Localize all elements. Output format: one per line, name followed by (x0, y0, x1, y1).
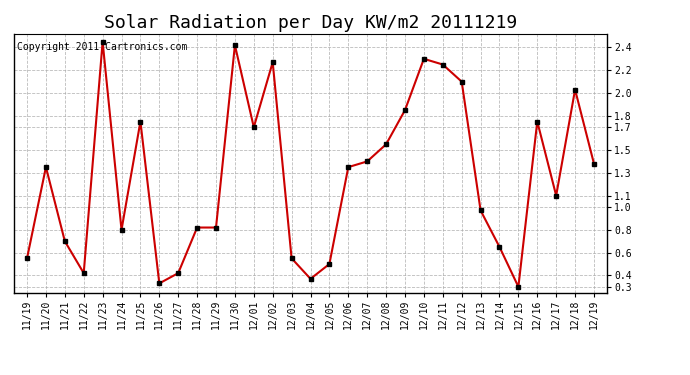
Title: Solar Radiation per Day KW/m2 20111219: Solar Radiation per Day KW/m2 20111219 (104, 14, 517, 32)
Text: Copyright 2011 Cartronics.com: Copyright 2011 Cartronics.com (17, 42, 187, 51)
